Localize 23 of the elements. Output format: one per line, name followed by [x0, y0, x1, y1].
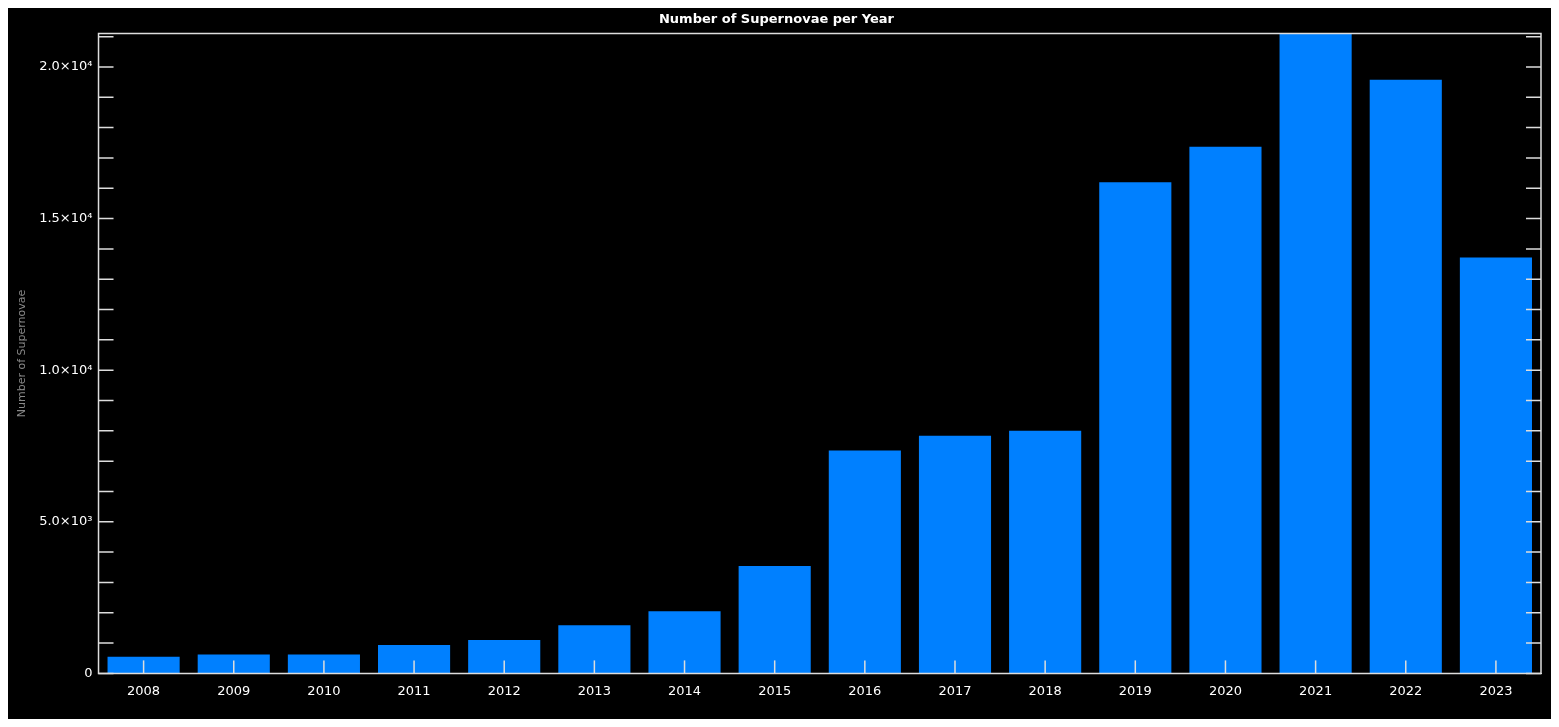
x-tick-label: 2011 [397, 682, 431, 698]
x-tick-label: 2013 [577, 682, 611, 698]
x-tick-label: 2015 [758, 682, 792, 698]
x-tick-label: 2010 [307, 682, 341, 698]
x-tick-label: 2014 [667, 682, 702, 698]
chart-title: Number of Supernovae per Year [658, 11, 895, 27]
x-tick-label: 2021 [1299, 682, 1333, 698]
x-tick-label: 2022 [1389, 682, 1423, 698]
x-tick-label: 2016 [848, 682, 882, 698]
x-tick-label: 2020 [1208, 682, 1242, 698]
x-tick-label: 2019 [1118, 682, 1152, 698]
x-tick-label: 2008 [127, 682, 161, 698]
y-tick-label: 1.0×10⁴ [39, 361, 93, 377]
x-tick-label: 2023 [1479, 682, 1513, 698]
y-tick-label: 0 [84, 664, 93, 680]
y-tick-label: 5.0×10³ [39, 513, 93, 529]
x-tick-label: 2018 [1028, 682, 1062, 698]
x-tick-label: 2017 [938, 682, 972, 698]
y-axis-title: Number of Supernovae [15, 289, 29, 418]
x-tick-label: 2012 [487, 682, 521, 698]
y-tick-label: 1.5×10⁴ [39, 209, 93, 225]
y-tick-label: 2.0×10⁴ [39, 58, 93, 74]
x-tick-label: 2009 [217, 682, 251, 698]
